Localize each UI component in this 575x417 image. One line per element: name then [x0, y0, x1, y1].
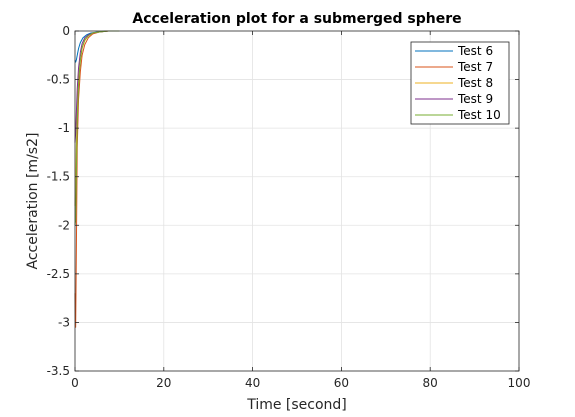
ticks: 0 20 40 60 80 100 0 -0.5 -1 -1.5 -2 -2.5 -3 -3.5	[47, 24, 531, 390]
y-tick-label: -1	[58, 121, 70, 135]
x-tick-label: 40	[245, 376, 260, 390]
y-tick-label: -3	[58, 315, 70, 329]
y-tick-label: -2	[58, 218, 70, 232]
x-tick-label: 0	[71, 376, 79, 390]
legend-label-test-10: Test 10	[457, 108, 501, 122]
y-tick-label: 0	[62, 24, 70, 38]
y-tick-label: -0.5	[47, 73, 70, 87]
x-tick-label: 80	[423, 376, 438, 390]
legend-label-test-6: Test 6	[457, 44, 493, 58]
x-tick-label: 100	[508, 376, 531, 390]
x-axis-label: Time [second]	[246, 397, 347, 413]
x-tick-label: 60	[334, 376, 349, 390]
legend-box	[410, 41, 510, 125]
legend-label-test-7: Test 7	[457, 60, 493, 74]
y-tick-label: -1.5	[47, 170, 70, 184]
axes-box	[74, 30, 520, 372]
grid	[75, 31, 519, 371]
legend-label-test-9: Test 9	[457, 92, 493, 106]
legend-label-test-8: Test 8	[457, 76, 493, 90]
y-tick-label: -2.5	[47, 267, 70, 281]
y-axis-label: Acceleration [m/s2]	[25, 133, 41, 270]
y-tick-label: -3.5	[47, 364, 70, 378]
chart-title: Acceleration plot for a submerged sphere	[132, 11, 461, 27]
x-tick-label: 20	[156, 376, 171, 390]
legend[interactable]: Test 6 Test 7 Test 8 Test 9 Test 10	[410, 41, 510, 125]
